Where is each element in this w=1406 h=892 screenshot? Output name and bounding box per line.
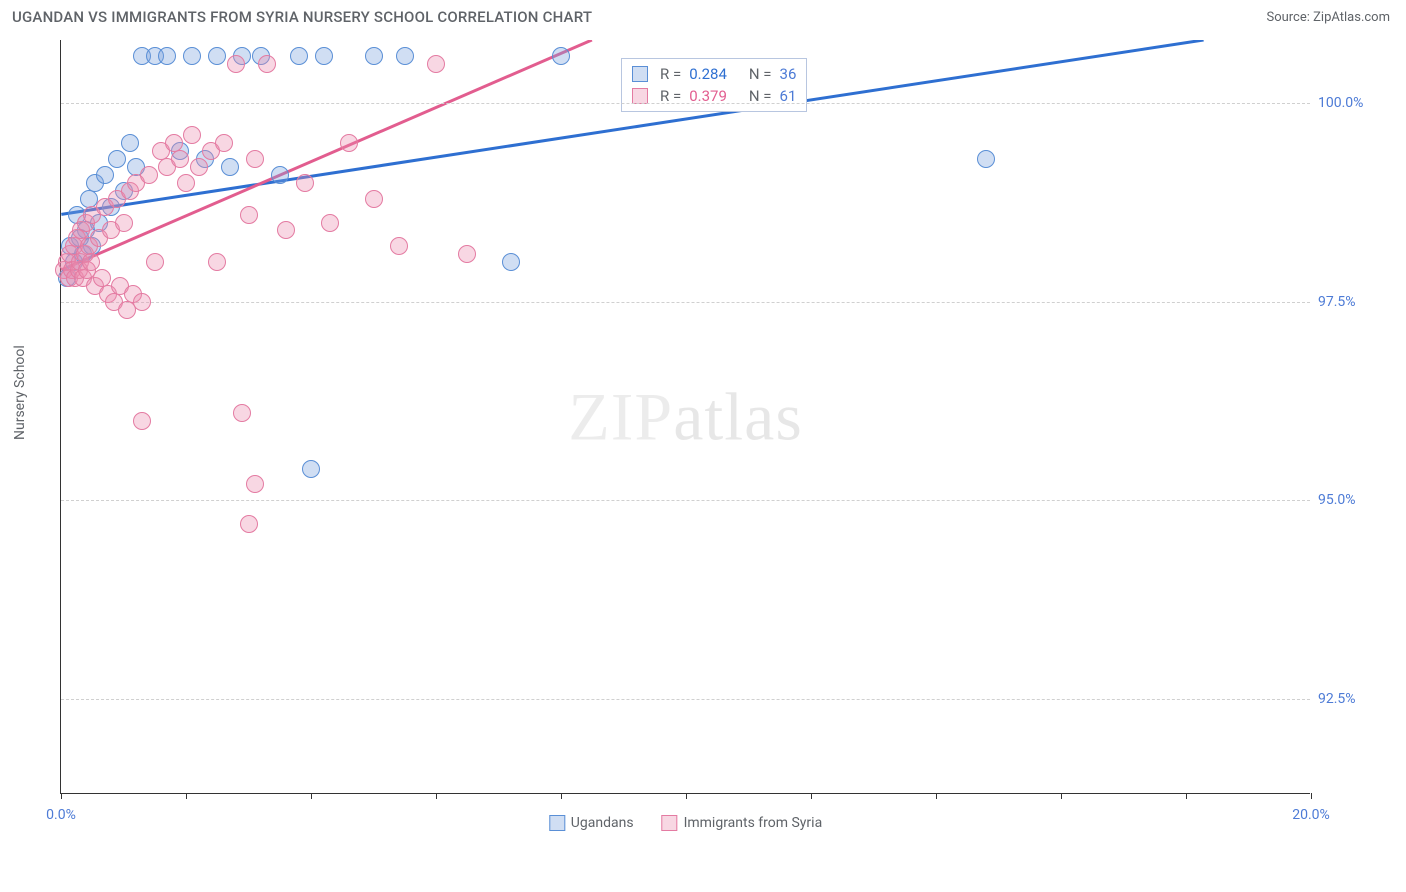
data-point xyxy=(171,150,189,168)
gridline-h xyxy=(61,103,1310,104)
data-point xyxy=(296,174,314,192)
legend-item: Immigrants from Syria xyxy=(662,815,823,831)
data-point xyxy=(146,253,164,271)
data-point xyxy=(271,166,289,184)
gridline-h xyxy=(61,699,1310,700)
data-point xyxy=(321,214,339,232)
data-point xyxy=(502,253,520,271)
data-point xyxy=(246,475,264,493)
data-point xyxy=(140,166,158,184)
data-point xyxy=(246,150,264,168)
data-point xyxy=(215,134,233,152)
gridline-h xyxy=(61,302,1310,303)
data-point xyxy=(390,237,408,255)
data-point xyxy=(233,404,251,422)
data-point xyxy=(340,134,358,152)
x-tick-mark xyxy=(1061,793,1062,799)
x-tick-mark xyxy=(61,793,62,799)
watermark: ZIPatlas xyxy=(568,377,803,456)
data-point xyxy=(158,47,176,65)
data-point xyxy=(302,460,320,478)
y-tick-label: 92.5% xyxy=(1318,691,1388,707)
x-tick-mark xyxy=(686,793,687,799)
source-attribution: Source: ZipAtlas.com xyxy=(1266,10,1390,25)
data-point xyxy=(365,47,383,65)
data-point xyxy=(427,55,445,73)
data-point xyxy=(552,47,570,65)
data-point xyxy=(96,166,114,184)
y-tick-label: 97.5% xyxy=(1318,294,1388,310)
x-tick-mark xyxy=(186,793,187,799)
data-point xyxy=(458,245,476,263)
x-tick-mark xyxy=(561,793,562,799)
chart-title: UGANDAN VS IMMIGRANTS FROM SYRIA NURSERY… xyxy=(12,8,592,26)
data-point xyxy=(240,206,258,224)
watermark-atlas: atlas xyxy=(673,378,803,454)
data-point xyxy=(221,158,239,176)
data-point xyxy=(183,126,201,144)
y-tick-label: 95.0% xyxy=(1318,492,1388,508)
data-point xyxy=(208,47,226,65)
x-tick-mark xyxy=(436,793,437,799)
data-point xyxy=(115,214,133,232)
data-point xyxy=(365,190,383,208)
x-tick-mark xyxy=(311,793,312,799)
data-point xyxy=(396,47,414,65)
data-point xyxy=(108,150,126,168)
data-point xyxy=(315,47,333,65)
legend-item: Ugandans xyxy=(549,815,634,831)
x-tick-mark xyxy=(1186,793,1187,799)
x-tick-mark xyxy=(936,793,937,799)
data-point xyxy=(277,221,295,239)
x-tick-mark xyxy=(1311,793,1312,799)
data-point xyxy=(190,158,208,176)
data-point xyxy=(227,55,245,73)
x-tick-label: 20.0% xyxy=(1292,807,1330,823)
data-point xyxy=(208,253,226,271)
data-point xyxy=(133,293,151,311)
correlation-legend-row: R = 0.284N = 36 xyxy=(632,63,796,85)
data-point xyxy=(258,55,276,73)
plot-area: ZIPatlas R = 0.284N = 36R = 0.379N = 61 … xyxy=(60,40,1310,794)
data-point xyxy=(183,47,201,65)
x-tick-mark xyxy=(811,793,812,799)
chart-container: ZIPatlas R = 0.284N = 36R = 0.379N = 61 … xyxy=(12,40,1392,830)
gridline-h xyxy=(61,500,1310,501)
data-point xyxy=(121,134,139,152)
series-legend: Ugandans Immigrants from Syria xyxy=(549,815,822,831)
data-point xyxy=(82,253,100,271)
data-point xyxy=(133,412,151,430)
data-point xyxy=(290,47,308,65)
watermark-zip: ZIP xyxy=(568,378,673,454)
data-point xyxy=(177,174,195,192)
data-point xyxy=(977,150,995,168)
data-point xyxy=(240,515,258,533)
x-tick-label: 0.0% xyxy=(46,807,76,823)
y-tick-label: 100.0% xyxy=(1318,95,1388,111)
